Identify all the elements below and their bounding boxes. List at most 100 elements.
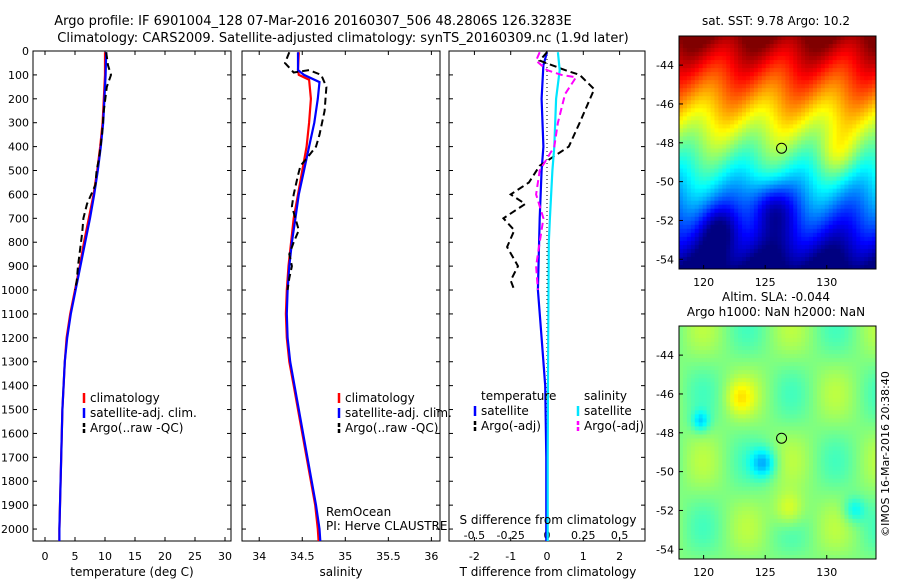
heatmap-cell <box>738 426 743 432</box>
heatmap-cell <box>745 358 751 363</box>
heatmap-cell <box>793 410 798 415</box>
heatmap-cell <box>726 160 731 166</box>
heatmap-cell <box>824 120 830 125</box>
heatmap-cell <box>860 434 865 440</box>
heatmap-cell <box>801 36 806 41</box>
heatmap-cell <box>726 454 731 460</box>
heatmap-cell <box>797 438 802 444</box>
heatmap-cell <box>710 470 716 476</box>
heatmap-cell <box>765 52 771 57</box>
heatmap-cell <box>757 176 763 182</box>
heatmap-cell <box>738 398 743 403</box>
heatmap-cell <box>864 36 869 41</box>
heatmap-cell <box>824 156 830 162</box>
heatmap-cell <box>844 342 850 347</box>
heatmap-cell <box>690 470 696 476</box>
heatmap-cell <box>679 458 684 464</box>
heatmap-cell <box>797 260 802 266</box>
heatmap-cell <box>710 136 716 142</box>
heatmap-cell <box>793 172 798 178</box>
heatmap-cell <box>702 410 708 415</box>
legend-label: Argo(..raw -QC) <box>345 421 438 435</box>
heatmap-cell <box>730 68 735 73</box>
heatmap-cell <box>868 334 873 339</box>
heatmap-cell <box>789 112 794 117</box>
heatmap-cell <box>781 450 786 456</box>
heatmap-cell <box>690 208 696 214</box>
heatmap-cell <box>848 176 853 182</box>
heatmap-cell <box>698 192 704 198</box>
heatmap-cell <box>698 378 704 383</box>
heatmap-cell <box>840 84 846 89</box>
heatmap-cell <box>777 160 783 166</box>
heatmap-cell <box>797 232 802 238</box>
heatmap-cell <box>734 196 739 202</box>
heatmap-cell <box>844 362 850 367</box>
heatmap-cell <box>781 362 786 367</box>
heatmap-cell <box>797 358 802 363</box>
heatmap-cell <box>679 442 684 448</box>
heatmap-cell <box>757 236 763 242</box>
heatmap-cell <box>722 398 727 403</box>
heatmap-cell <box>742 450 747 456</box>
heatmap-cell <box>777 330 783 335</box>
y-tick-label: 100 <box>8 69 29 82</box>
heatmap-cell <box>761 244 767 250</box>
heatmap-cell <box>812 454 818 460</box>
heatmap-cell <box>738 208 743 214</box>
heatmap-cell <box>718 200 723 206</box>
heatmap-cell <box>777 354 783 359</box>
heatmap-cell <box>714 68 719 73</box>
heatmap-cell <box>793 100 798 105</box>
heatmap-cell <box>844 256 850 262</box>
heatmap-cell <box>824 260 830 266</box>
heatmap-cell <box>714 96 719 101</box>
heatmap-cell <box>738 180 743 186</box>
heatmap-cell <box>702 256 708 262</box>
heatmap-cell <box>769 208 775 214</box>
heatmap-cell <box>714 454 719 460</box>
heatmap-cell <box>753 160 759 166</box>
heatmap-cell <box>809 212 814 218</box>
heatmap-cell <box>738 68 743 73</box>
heatmap-cell <box>868 450 873 456</box>
heatmap-cell <box>706 458 712 464</box>
heatmap-cell <box>872 402 876 407</box>
heatmap-cell <box>722 128 727 134</box>
heatmap-cell <box>860 346 865 351</box>
heatmap-cell <box>832 144 838 150</box>
heatmap-cell <box>824 362 830 367</box>
heatmap-cell <box>769 128 775 134</box>
heatmap-cell <box>781 426 786 432</box>
heatmap-cell <box>797 410 802 415</box>
heatmap-cell <box>868 418 873 424</box>
heatmap-cell <box>836 100 842 105</box>
heatmap-cell <box>742 354 747 359</box>
heatmap-cell <box>769 212 775 218</box>
heatmap-cell <box>714 378 719 383</box>
heatmap-cell <box>702 124 708 129</box>
heatmap-cell <box>864 382 869 387</box>
heatmap-cell <box>805 72 810 77</box>
heatmap-cell <box>820 338 826 343</box>
heatmap-cell <box>730 438 735 444</box>
heatmap-cell <box>797 426 802 432</box>
heatmap-cell <box>698 136 704 142</box>
heatmap-cell <box>785 128 790 134</box>
heatmap-cell <box>824 100 830 105</box>
heatmap-cell <box>840 152 846 158</box>
heatmap-cell <box>812 330 818 335</box>
heatmap-cell <box>816 418 822 424</box>
heatmap-cell <box>722 350 727 355</box>
heatmap-cell <box>686 366 692 371</box>
heatmap-cell <box>698 422 704 428</box>
heatmap-cell <box>722 366 727 371</box>
heatmap-cell <box>872 438 876 444</box>
heatmap-cell <box>753 466 759 472</box>
heatmap-cell <box>742 454 747 460</box>
heatmap-cell <box>836 434 842 440</box>
heatmap-cell <box>749 48 755 53</box>
heatmap-cell <box>761 358 767 363</box>
heatmap-cell <box>710 374 716 379</box>
heatmap-cell <box>742 184 747 190</box>
